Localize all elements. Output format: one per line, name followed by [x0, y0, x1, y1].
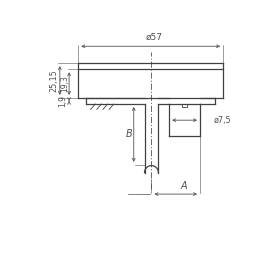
Bar: [182, 104, 187, 107]
Text: 25,15: 25,15: [49, 69, 58, 92]
Text: 1,9: 1,9: [58, 95, 68, 107]
Text: 19,3: 19,3: [60, 75, 69, 92]
Text: ø7,5: ø7,5: [214, 116, 231, 125]
Text: B: B: [126, 129, 133, 139]
Text: ø57: ø57: [146, 33, 163, 42]
Text: A: A: [180, 181, 187, 191]
